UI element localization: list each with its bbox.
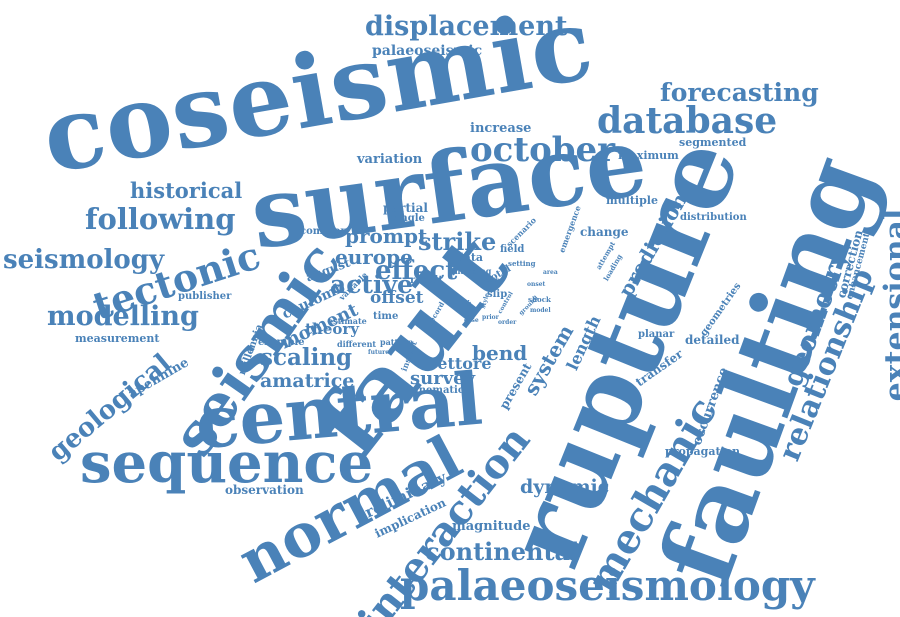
word-prior: prior xyxy=(482,314,499,321)
word-segmented: segmented xyxy=(679,136,747,149)
word-result: result xyxy=(410,275,443,286)
word-strike: strike xyxy=(418,227,497,256)
word-study: study xyxy=(448,297,470,306)
word-europe: europe xyxy=(335,245,413,269)
word-maximum: maximum xyxy=(618,149,679,162)
word-palaeoseismic: palaeoseismic xyxy=(372,43,483,59)
word-field: field xyxy=(500,244,525,255)
word-different: different xyxy=(337,339,377,349)
word-sequence: sequence xyxy=(80,430,374,496)
word-kinematic: kinematic xyxy=(408,385,464,396)
word-estimate: estimate xyxy=(328,316,367,326)
word-displacement: displacement xyxy=(365,11,568,42)
word-complex: complex xyxy=(300,226,347,237)
word-continental: continental xyxy=(425,537,580,566)
word-modelling: modelling xyxy=(47,301,199,332)
word-model: model xyxy=(530,307,551,314)
word-magnitude: magnitude xyxy=(452,519,531,534)
word-mapping: mapping xyxy=(452,266,492,276)
word-setting: setting xyxy=(508,259,536,268)
word-extensional: extensional xyxy=(878,208,900,402)
word-onset: onset xyxy=(527,281,546,288)
word-scaling: scaling xyxy=(260,344,353,371)
word-variation: variation xyxy=(357,152,423,167)
word-prompt: prompt xyxy=(345,224,428,248)
word-amatrice: amatrice xyxy=(260,370,355,392)
word-order: order xyxy=(498,319,517,326)
word-area: area xyxy=(543,269,558,276)
word-observation: observation xyxy=(225,483,304,497)
word-measurement: measurement xyxy=(75,332,160,345)
word-publisher: publisher xyxy=(178,291,232,302)
word-survey: survey xyxy=(410,368,476,389)
word-multiple: multiple xyxy=(606,194,658,207)
word-future: future xyxy=(368,349,390,356)
word-offset: offset xyxy=(370,288,424,308)
word-seismology: seismology xyxy=(3,245,165,275)
word-dynamic: dynamic xyxy=(520,476,610,498)
word-example: example xyxy=(258,337,305,348)
word-bend: bend xyxy=(472,341,528,365)
word-partial: partial xyxy=(383,201,428,215)
word-active: active xyxy=(330,270,413,299)
word-historical: historical xyxy=(130,178,243,203)
word-shock: shock xyxy=(528,295,551,304)
word-single: single xyxy=(391,213,425,224)
word-planar: planar xyxy=(638,329,675,340)
word-vettore: vettore xyxy=(428,354,492,373)
word-database: database xyxy=(597,100,778,142)
word-change: change xyxy=(580,225,629,239)
word-pattern: pattern xyxy=(380,337,414,347)
word-vector: vector xyxy=(482,277,503,284)
word-effect: effect xyxy=(375,256,458,286)
word-data: data xyxy=(456,251,484,264)
word-case: case xyxy=(464,317,479,324)
word-slip: slip xyxy=(487,289,508,300)
word-propagation: propagation xyxy=(665,445,741,458)
word-time: time xyxy=(373,311,399,322)
word-detailed: detailed xyxy=(685,333,740,347)
word-following: following xyxy=(85,202,236,236)
word-theory: theory xyxy=(305,320,360,338)
word-forecasting: forecasting xyxy=(660,78,819,107)
word-distribution: distribution xyxy=(680,212,747,223)
word-palaeoseismology: palaeoseismology xyxy=(400,561,815,610)
word-increase: increase xyxy=(470,121,532,136)
word-october: october xyxy=(470,130,616,170)
